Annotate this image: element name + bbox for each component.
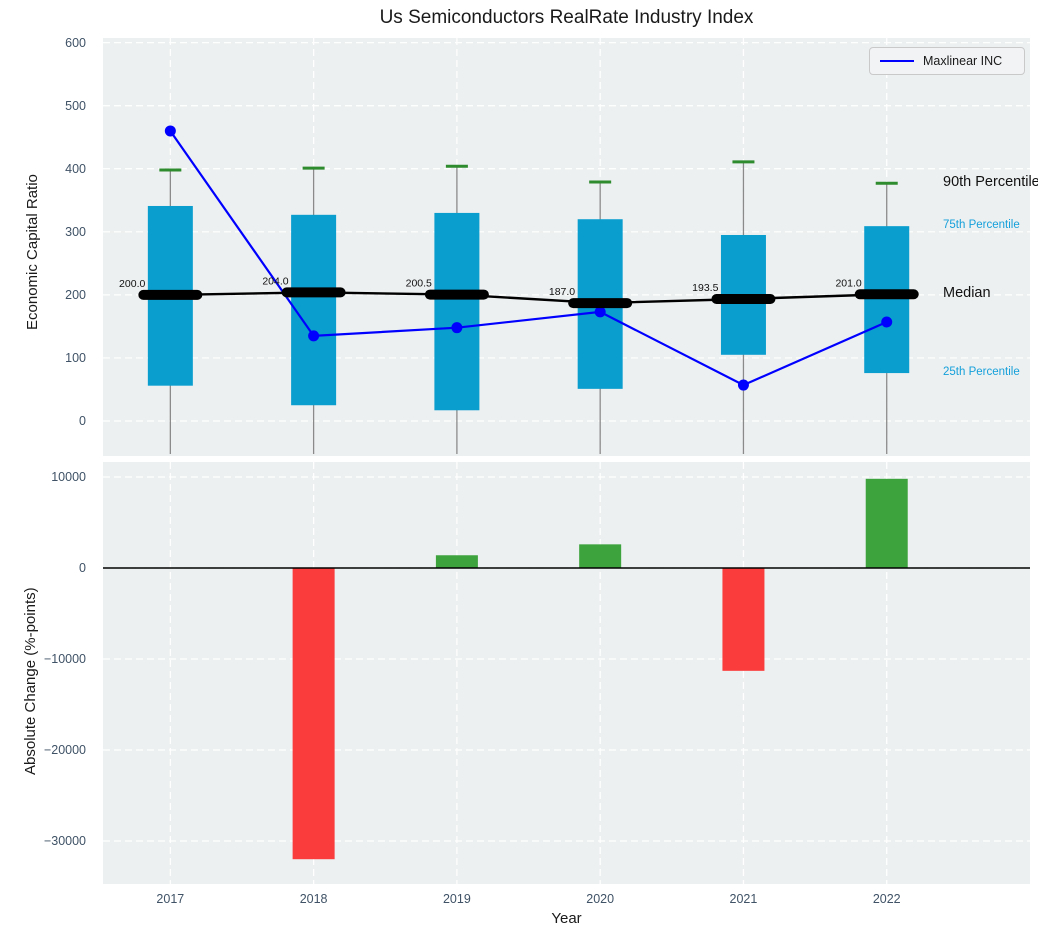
y-axis-label-bottom: Absolute Change (%-points) (22, 587, 39, 775)
median-value-label-2021: 193.5 (692, 282, 718, 294)
median-value-label-2019: 200.5 (406, 278, 432, 290)
median-marker-2020 (568, 298, 633, 309)
ytick-top-0: 0 (79, 414, 86, 428)
median-marker-2021 (711, 293, 776, 304)
ytick-top-600: 600 (65, 35, 86, 50)
legend-series-label: Maxlinear INC (923, 54, 1003, 68)
annotation-90th-percentile: 90th Percentile (943, 174, 1038, 191)
xtick-2019: 2019 (442, 892, 471, 906)
iqr-box-2018 (291, 214, 337, 406)
median-marker-2017 (138, 289, 203, 300)
annotation-25th-percentile: 25th Percentile (943, 366, 1020, 379)
xtick-2021: 2021 (729, 892, 758, 906)
change-bar-2021 (722, 567, 765, 671)
median-value-label-2017: 200.0 (119, 278, 145, 290)
change-bar-2020 (579, 544, 622, 568)
ytick-top-200: 200 (65, 287, 86, 302)
boxplot-axes: 200.0 204.0 200.5 187.0 193.5 201.0 (103, 38, 1030, 456)
median-value-label-2022: 201.0 (835, 277, 861, 289)
xtick-2018: 2018 (299, 892, 328, 906)
company-point-2019 (451, 322, 463, 334)
median-value-label-2018: 204.0 (262, 275, 288, 287)
ytick-bottom-0: 0 (79, 560, 86, 575)
xtick-2020: 2020 (586, 892, 615, 906)
bar-canvas (103, 462, 1030, 884)
ytick-bottom-−10000: −10000 (43, 651, 86, 666)
company-point-2022 (881, 316, 893, 328)
legend-line-sample-icon (880, 60, 914, 62)
xtick-2022: 2022 (872, 892, 901, 906)
median-marker-2018 (281, 287, 346, 298)
bar-axes (103, 462, 1030, 884)
company-point-2017 (164, 125, 176, 137)
ytick-bottom-−20000: −20000 (43, 743, 86, 757)
median-line (170, 291, 887, 305)
iqr-box-2022 (864, 226, 910, 374)
annotation-75th-percentile: 75th Percentile (943, 219, 1020, 232)
company-point-2020 (594, 306, 606, 318)
ytick-top-300: 300 (65, 224, 86, 239)
change-bar-2022 (865, 478, 908, 568)
ytick-top-400: 400 (65, 161, 86, 176)
company-line (169, 130, 888, 387)
boxplot-canvas: 200.0 204.0 200.5 187.0 193.5 201.0 (103, 38, 1030, 456)
iqr-box-2019 (434, 212, 480, 411)
xtick-2017: 2017 (156, 892, 185, 906)
chart-title: Us Semiconductors RealRate Industry Inde… (379, 7, 754, 28)
change-bar-2018 (292, 567, 335, 860)
annotation-median: Median (943, 285, 991, 302)
ytick-bottom-−30000: −30000 (43, 834, 86, 848)
y-axis-label-top: Economic Capital Ratio (24, 174, 41, 330)
ytick-top-500: 500 (65, 98, 86, 113)
median-value-label-2020: 187.0 (549, 286, 575, 298)
company-point-2018 (308, 330, 320, 342)
median-marker-2019 (424, 289, 489, 300)
company-point-2021 (737, 379, 749, 391)
ytick-top-100: 100 (65, 350, 86, 365)
change-bar-2019 (435, 555, 478, 568)
ytick-bottom-10000: 10000 (51, 469, 86, 484)
x-axis-label: Year (551, 910, 582, 927)
median-marker-2022 (854, 289, 919, 300)
legend: Maxlinear INC (869, 47, 1025, 75)
